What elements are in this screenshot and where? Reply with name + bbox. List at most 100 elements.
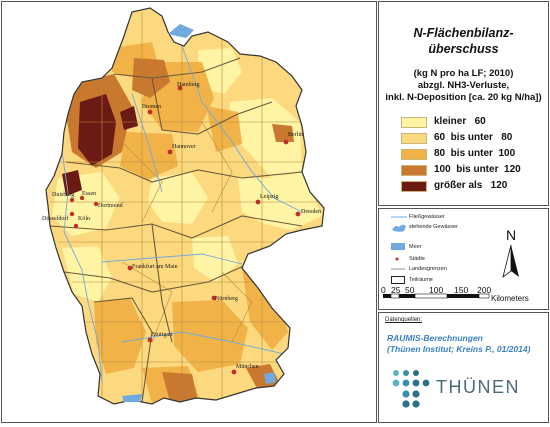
chiemsee-lake xyxy=(264,372,276,384)
legend-class-3: 80 bis unter 100 xyxy=(401,148,550,161)
city-stuttgart[interactable]: Stuttgart xyxy=(147,332,173,343)
thuenen-logo-icon xyxy=(392,370,430,408)
svg-text:Duisburg: Duisburg xyxy=(52,192,74,198)
city-dortmund[interactable]: Dortmund xyxy=(93,201,123,209)
city-duesseldorf[interactable]: Düsseldorf xyxy=(42,211,75,222)
legend-subtitle-3: inkl. N-Deposition [ca. 20 kg N/ha]) xyxy=(385,92,542,103)
legend-swatch xyxy=(401,133,427,144)
scale-tick: 25 xyxy=(391,285,401,295)
scale-tick: 0 xyxy=(381,285,386,295)
legend-swatch xyxy=(401,117,427,128)
city-koeln[interactable]: Köln xyxy=(73,216,90,229)
source-panel: Datenquellen: RAUMIS-Berechnungen (Thüne… xyxy=(378,312,549,423)
river-line-icon xyxy=(391,216,407,218)
source-heading: Datenquellen: xyxy=(385,317,423,323)
city-hannover[interactable]: Hannover xyxy=(167,144,196,155)
north-arrow-icon: N xyxy=(502,227,519,278)
svg-text:Berlin: Berlin xyxy=(288,132,303,138)
key-lakes-label: stehende Gewässer xyxy=(409,224,458,230)
city-frankfurt[interactable]: Frankfurt am Main xyxy=(127,263,178,271)
city-leipzig[interactable]: Leipzig xyxy=(255,194,279,205)
map-panel: Hamburg Bremen Berlin Hannover Duisburg … xyxy=(1,1,377,423)
key-sea: Meer xyxy=(391,243,501,253)
scale-unit: Kilometers xyxy=(491,294,529,303)
scale-tick: 50 xyxy=(405,285,415,295)
city-duisburg[interactable]: Duisburg xyxy=(52,192,74,203)
city-nuernberg[interactable]: Nürnberg xyxy=(211,295,238,302)
key-cities: Städte xyxy=(391,255,501,265)
region-baden xyxy=(94,298,146,374)
region-bavaria-east xyxy=(242,268,288,350)
map-key-panel: Fließgewässer stehende Gewässer Meer Stä… xyxy=(378,208,549,310)
key-subareas-label: Teilräume xyxy=(409,277,433,283)
svg-text:Düsseldorf: Düsseldorf xyxy=(42,215,68,222)
city-hamburg[interactable]: Hamburg xyxy=(177,82,200,91)
legend-class-2: 60 bis unter 80 xyxy=(401,132,550,145)
germany-map: Hamburg Bremen Berlin Hannover Duisburg … xyxy=(42,7,325,405)
region-brandenburg xyxy=(228,98,302,178)
city-muenchen[interactable]: München xyxy=(231,364,259,375)
svg-text:N: N xyxy=(506,227,516,243)
region-bavaria-central xyxy=(172,300,248,372)
region-rhineland-palatinate xyxy=(62,246,112,302)
key-cities-label: Städte xyxy=(409,256,425,262)
legend-class-1: kleiner 60 xyxy=(401,116,550,129)
svg-text:Stuttgart: Stuttgart xyxy=(152,332,173,338)
legend-class-label: 100 bis unter 120 xyxy=(434,164,521,175)
svg-text:Hannover: Hannover xyxy=(172,144,196,150)
region-borken xyxy=(62,170,82,196)
region-berlin-surroundings xyxy=(272,124,294,142)
key-lakes: stehende Gewässer xyxy=(391,223,501,233)
city-markers: Hamburg Bremen Berlin Hannover Duisburg … xyxy=(42,82,321,375)
city-dresden[interactable]: Dresden xyxy=(295,209,321,217)
legend-class-label: 60 bis unter 80 xyxy=(434,132,513,143)
legend-class-5: größer als 120 xyxy=(401,180,550,193)
city-dot-icon xyxy=(395,257,399,261)
svg-text:Dresden: Dresden xyxy=(301,209,321,215)
source-line-1: RAUMIS-Berechnungen xyxy=(387,333,483,343)
thuenen-wordmark: THÜNEN xyxy=(436,377,520,397)
key-borders: Landesgrenzen xyxy=(391,265,501,275)
svg-text:Essen: Essen xyxy=(82,191,96,197)
key-rivers: Fließgewässer xyxy=(391,213,501,223)
scale-bar xyxy=(383,293,490,299)
city-essen[interactable]: Essen xyxy=(79,191,96,201)
svg-text:Köln: Köln xyxy=(78,216,90,222)
svg-text:Hamburg: Hamburg xyxy=(177,82,200,88)
region-vechta xyxy=(120,106,138,130)
region-saxony-anhalt xyxy=(206,106,242,152)
legend-subtitle-2: abzgl. NH3-Verluste, xyxy=(417,80,510,91)
legend-swatch xyxy=(401,181,427,192)
rivers xyxy=(61,45,303,383)
sea-swatch-icon xyxy=(391,243,405,250)
border-line-icon xyxy=(391,268,405,270)
city-bremen[interactable]: Bremen xyxy=(142,104,161,115)
legend-title-1: N-Flächenbilanz- xyxy=(413,26,514,40)
region-mecklenburg-west xyxy=(198,48,242,94)
key-subareas: Teilräume xyxy=(391,276,501,286)
svg-text:Frankfurt am Main: Frankfurt am Main xyxy=(132,263,178,270)
legend-title-2: überschuss xyxy=(428,42,499,56)
city-berlin[interactable]: Berlin xyxy=(283,132,303,145)
choropleth-regions xyxy=(49,12,322,404)
legend-class-label: 80 bis unter 100 xyxy=(434,148,516,159)
legend-class-label: kleiner 60 xyxy=(434,116,486,127)
region-franconia xyxy=(192,236,238,282)
legend-swatch xyxy=(401,165,427,176)
region-emsland xyxy=(78,94,116,166)
region-hesse-north xyxy=(148,172,208,224)
legend-panel: N-Flächenbilanz- überschuss (kg N pro ha… xyxy=(378,1,549,206)
scale-tick: 100 xyxy=(429,285,444,295)
svg-text:Leipzig: Leipzig xyxy=(260,194,278,200)
scale-tick: 150 xyxy=(454,285,469,295)
key-rivers-label: Fließgewässer xyxy=(409,214,445,220)
legend-class-label: größer als 120 xyxy=(434,180,508,191)
region-westphalia xyxy=(120,132,178,180)
key-borders-label: Landesgrenzen xyxy=(409,266,447,272)
legend-class-4: 100 bis unter 120 xyxy=(401,164,550,177)
key-sea-label: Meer xyxy=(409,244,422,250)
subarea-outline-icon xyxy=(391,276,405,284)
legend-subtitle-1: (kg N pro ha LF; 2010) xyxy=(413,68,514,79)
region-chiemgau xyxy=(246,364,280,390)
